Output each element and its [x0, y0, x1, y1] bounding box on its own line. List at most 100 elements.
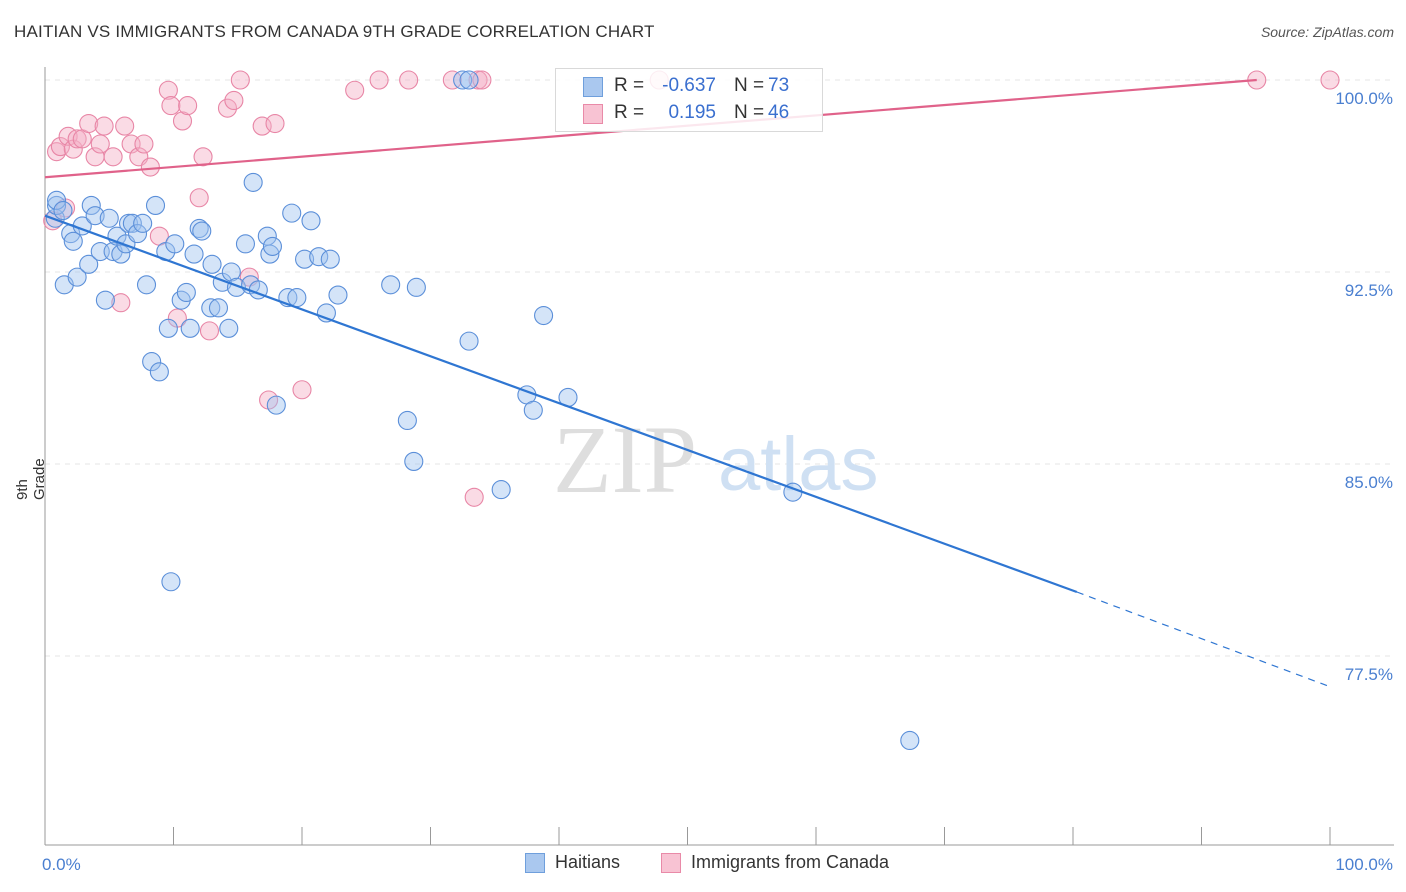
- data-point: [235, 234, 256, 254]
- data-point: [199, 321, 220, 341]
- data-point: [94, 116, 114, 136]
- legend-r-label: R =: [614, 75, 645, 96]
- y-tick-label: 92.5%: [1345, 281, 1393, 300]
- data-point: [158, 80, 178, 100]
- data-point: [90, 134, 110, 154]
- data-point: [165, 234, 185, 254]
- data-point: [491, 480, 511, 500]
- data-point: [230, 70, 250, 90]
- data-point: [523, 400, 543, 420]
- data-point: [149, 362, 169, 382]
- watermark: ZIP atlas: [553, 406, 879, 513]
- data-point: [115, 116, 135, 136]
- data-point: [265, 113, 285, 134]
- legend-swatch-canada: [583, 104, 603, 124]
- data-point: [140, 157, 160, 177]
- data-point: [79, 113, 99, 134]
- data-point: [345, 80, 365, 100]
- data-point: [99, 208, 119, 228]
- data-point: [189, 218, 209, 239]
- legend-n-label: N =: [734, 75, 765, 96]
- data-point: [369, 70, 389, 90]
- legend-r-label: R =: [614, 102, 645, 123]
- data-point: [224, 90, 244, 111]
- x-tick-label: 0.0%: [42, 855, 81, 874]
- data-point: [453, 70, 473, 90]
- series-legend: Haitians Immigrants from Canada: [0, 852, 1406, 876]
- source-label: Source: ZipAtlas.com: [1260, 24, 1394, 40]
- series-label-haitians: Haitians: [555, 852, 621, 872]
- data-point: [111, 293, 131, 313]
- data-point: [328, 285, 348, 305]
- data-point: [459, 70, 479, 90]
- data-point: [301, 211, 321, 231]
- data-point: [262, 236, 282, 256]
- data-point: [81, 195, 101, 215]
- data-point: [406, 277, 426, 297]
- y-axis-label: 9th Grade: [14, 458, 48, 500]
- data-point: [282, 203, 302, 223]
- data-point: [53, 201, 73, 221]
- data-point: [219, 318, 239, 338]
- data-point: [136, 275, 157, 295]
- data-point: [202, 254, 222, 274]
- data-point: [172, 111, 193, 131]
- data-point: [399, 70, 419, 90]
- data-point: [127, 224, 148, 244]
- data-point: [397, 410, 417, 431]
- data-point: [67, 129, 87, 149]
- data-point: [442, 70, 462, 90]
- legend-n-label: N =: [734, 102, 765, 123]
- data-point: [158, 318, 178, 338]
- series-haitians: [45, 70, 920, 751]
- legend-row-canada: R = 0.195 N = 46: [556, 101, 822, 127]
- legend-n-value: 46: [768, 102, 790, 123]
- data-point: [192, 221, 212, 241]
- data-point: [47, 195, 67, 215]
- chart-title: HAITIAN VS IMMIGRANTS FROM CANADA 9TH GR…: [14, 22, 655, 41]
- data-point: [145, 195, 166, 215]
- y-tick-label: 77.5%: [1345, 665, 1393, 684]
- gridlines: [45, 79, 1394, 657]
- data-point: [122, 213, 142, 233]
- y-axis-label-wrap: 9th Grade: [14, 458, 48, 580]
- y-tick-label: 100.0%: [1335, 89, 1393, 108]
- series-swatch-canada: [661, 853, 681, 873]
- data-point: [47, 142, 67, 162]
- legend-n-value: 73: [768, 75, 790, 96]
- legend: R = -0.637 N = 73 R = 0.195 N = 46: [555, 68, 823, 132]
- data-point: [79, 254, 99, 274]
- tick-labels: 77.5% 85.0% 92.5% 100.0% 0.0% 100.0%: [42, 89, 1393, 874]
- data-point: [243, 172, 263, 192]
- data-point: [133, 213, 153, 233]
- data-point: [320, 249, 340, 269]
- data-point: [260, 244, 280, 264]
- data-point: [404, 451, 424, 471]
- data-point: [295, 249, 315, 269]
- y-tick-label: 85.0%: [1345, 473, 1393, 492]
- data-point: [1320, 70, 1340, 90]
- data-point: [85, 206, 105, 226]
- data-point: [142, 352, 162, 372]
- data-point: [193, 147, 213, 167]
- data-points: [43, 70, 1340, 751]
- data-point: [900, 730, 920, 751]
- data-point: [161, 96, 181, 116]
- legend-row-haitians: R = -0.637 N = 73: [556, 74, 822, 100]
- data-point: [459, 331, 479, 351]
- data-point: [309, 247, 329, 267]
- legend-swatch-haitians: [583, 77, 603, 97]
- series-immigrants-from-canada: [43, 70, 1340, 507]
- data-point: [184, 244, 204, 264]
- x-tick-label: 100.0%: [1335, 855, 1393, 874]
- data-point: [266, 395, 286, 415]
- data-point: [534, 305, 554, 326]
- data-point: [103, 147, 123, 167]
- data-point: [287, 288, 307, 308]
- data-point: [292, 380, 312, 400]
- watermark-zip: ZIP: [553, 406, 697, 513]
- data-point: [176, 282, 196, 303]
- legend-r-value: -0.637: [662, 75, 716, 96]
- data-point: [189, 188, 209, 208]
- data-point: [161, 572, 181, 592]
